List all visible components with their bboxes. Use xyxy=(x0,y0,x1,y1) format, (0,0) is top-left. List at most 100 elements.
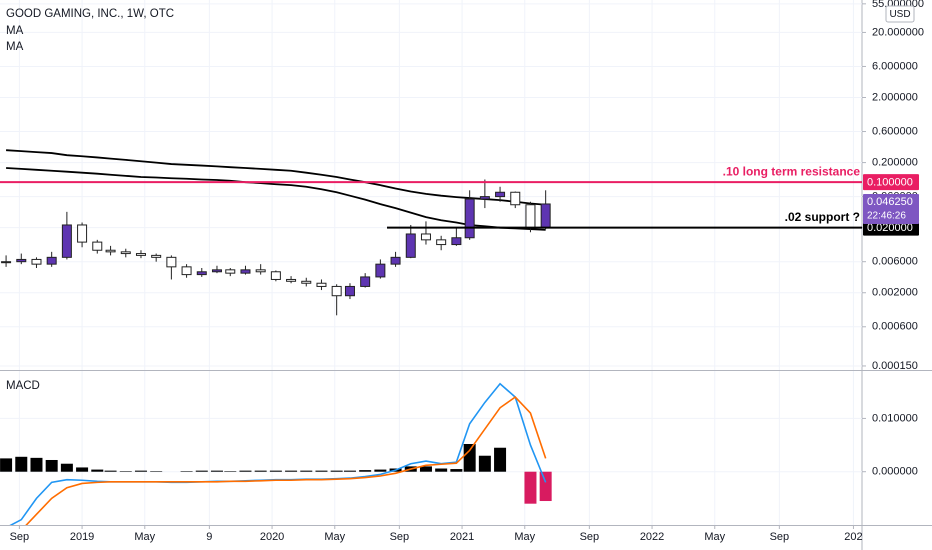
candle-body xyxy=(525,204,536,229)
x-tick-label: May xyxy=(134,531,155,543)
candle-body xyxy=(135,253,146,256)
histogram-bar xyxy=(524,471,537,504)
indicator-label: MA xyxy=(6,25,24,37)
price-label-box xyxy=(863,174,919,191)
candle-body xyxy=(405,233,416,258)
histogram-bar xyxy=(224,471,237,472)
candle-body xyxy=(420,233,431,241)
candle-body xyxy=(255,269,266,273)
histogram-bar xyxy=(210,470,223,472)
candle-body xyxy=(344,285,355,297)
y-tick-label: 20.000000 xyxy=(872,26,924,38)
histogram-bar xyxy=(343,470,356,472)
candle-body xyxy=(451,237,462,246)
x-tick-label: Sep xyxy=(770,531,790,543)
y-tick-label: 0.000600 xyxy=(872,321,918,333)
x-tick-label: 2021 xyxy=(450,531,474,543)
axes: 55.000000 20.000000 6.000000 2.000000 0.6000… xyxy=(10,0,924,543)
candle-body xyxy=(61,224,72,258)
x-tick-label: May xyxy=(704,531,725,543)
price-label: 0.020000 xyxy=(867,222,913,234)
y-tick-label: 0.006000 xyxy=(872,256,918,268)
candle-body xyxy=(375,263,386,278)
histogram-bar xyxy=(45,459,58,472)
y-tick-label: 0.000000 xyxy=(872,466,918,478)
histogram-bar xyxy=(239,470,252,472)
candle-body xyxy=(436,239,447,246)
indicator-label: MA xyxy=(6,41,24,53)
candle-body xyxy=(286,278,297,282)
y-tick-label: 0.002000 xyxy=(872,287,918,299)
candle-body xyxy=(331,285,342,297)
x-tick-label: Sep xyxy=(580,531,600,543)
candle-body xyxy=(240,269,251,274)
line-annotation: .02 support ? xyxy=(785,210,860,224)
candle-body xyxy=(1,261,12,264)
moving-average xyxy=(6,149,546,206)
x-tick-label: May xyxy=(324,531,345,543)
indicator-label: MACD xyxy=(6,380,40,392)
candle-body xyxy=(270,271,281,280)
last-price-label: 0.046250 xyxy=(867,196,913,208)
currency-box[interactable] xyxy=(885,5,915,23)
histogram-bar xyxy=(195,470,208,472)
x-tick-label: Sep xyxy=(390,531,410,543)
last-price-box xyxy=(863,193,919,224)
histogram-bar xyxy=(463,444,476,472)
candle-body xyxy=(495,191,506,198)
chart-title: GOOD GAMING, INC., 1W, OTC xyxy=(6,8,174,20)
candle-body xyxy=(316,282,327,287)
currency[interactable]: USD xyxy=(889,9,910,20)
moving-average xyxy=(6,167,546,231)
candle-body xyxy=(479,196,490,200)
y-tick-label: 2.000000 xyxy=(872,91,918,103)
candle-body xyxy=(46,256,57,265)
candle-body xyxy=(510,191,521,206)
countdown-label: 22:46:26 xyxy=(867,211,906,222)
histogram-bar xyxy=(539,471,552,502)
y-tick-label: 0.010000 xyxy=(872,412,918,424)
histogram-bar xyxy=(494,447,507,472)
histogram-bar xyxy=(374,469,387,472)
x-tick-label: Sep xyxy=(10,531,30,543)
candle-body xyxy=(196,271,207,276)
candle-body xyxy=(120,251,131,255)
y-tick-label: 0.200000 xyxy=(872,156,918,168)
candle-body xyxy=(181,266,192,276)
histogram-bar xyxy=(119,471,132,472)
x-tick-label: 2019 xyxy=(70,531,94,543)
x-tick-label: 2022 xyxy=(640,531,664,543)
histogram-bar xyxy=(0,458,13,472)
candle-body xyxy=(540,203,551,229)
x-tick-label: 202 xyxy=(844,531,862,543)
histogram-bar xyxy=(15,456,28,472)
price-label: 0.100000 xyxy=(867,177,913,189)
histogram-bar xyxy=(269,470,282,472)
candle-body xyxy=(211,269,222,273)
histogram-bar xyxy=(419,466,432,472)
candle-body xyxy=(360,276,371,287)
candle-body xyxy=(225,269,236,274)
histogram-bar xyxy=(315,470,328,472)
histogram-bar xyxy=(359,470,372,472)
histogram-bar xyxy=(30,457,43,472)
candle-body xyxy=(464,198,475,239)
y-tick-label: 0.000150 xyxy=(872,360,918,372)
histogram-bar xyxy=(134,470,147,472)
price-pane xyxy=(0,0,862,370)
y-tick-label: 0.600000 xyxy=(872,125,918,137)
candle-body xyxy=(16,258,27,263)
histogram-bar xyxy=(104,470,117,472)
histogram-bar xyxy=(450,469,463,472)
candle-body xyxy=(105,249,116,253)
histogram-bar xyxy=(254,470,267,472)
histogram-bar xyxy=(76,467,89,472)
candle-body xyxy=(92,241,103,251)
x-tick-label: 9 xyxy=(206,531,212,543)
histogram-bar xyxy=(478,455,491,472)
x-tick-label: 2020 xyxy=(260,531,284,543)
macd-line xyxy=(25,396,547,525)
histogram-bar xyxy=(300,470,313,472)
y-tick-label: 55.000000 xyxy=(872,0,924,10)
